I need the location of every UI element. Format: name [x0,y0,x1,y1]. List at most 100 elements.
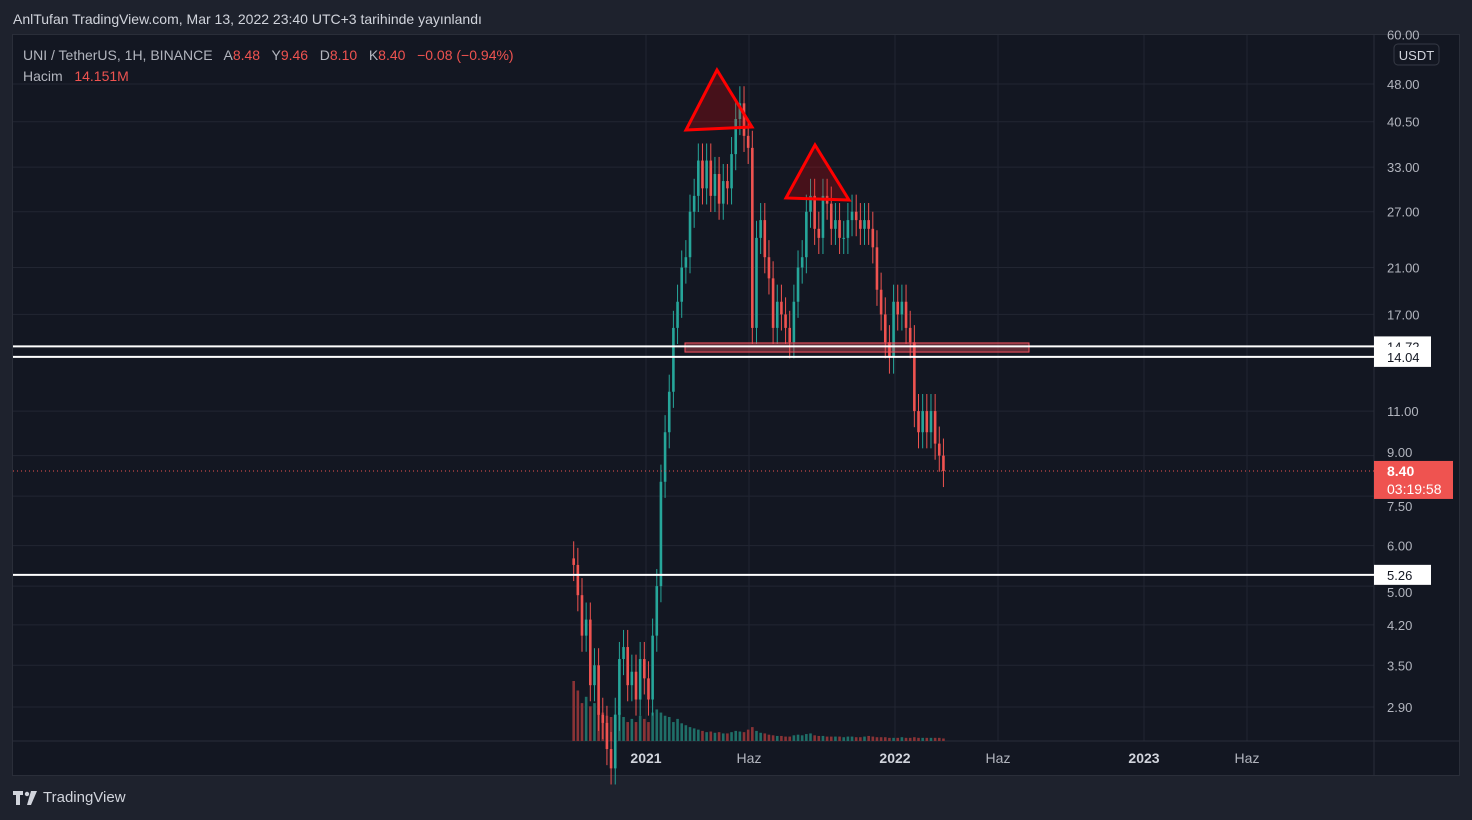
volume-bar [825,736,829,741]
low-value: 8.10 [329,47,358,63]
volume-bar [576,690,580,741]
candle-body [572,558,575,565]
volume-bar [850,736,854,741]
candle-body [597,665,600,715]
candle-body [921,411,924,433]
price-tick: 2.90 [1387,700,1412,715]
candle-body [580,595,584,636]
second-top-triangle-drawing[interactable] [783,142,852,202]
candle-body [780,301,783,315]
volume-bar [634,722,638,741]
volume-bar [900,737,904,741]
volume-bar [829,736,833,741]
volume-bar [705,732,708,741]
tradingview-logo-icon [13,790,37,805]
candle-body [809,195,812,212]
currency-badge[interactable]: USDT [1393,43,1440,66]
candle-body [667,391,671,433]
volume-bar [892,737,895,741]
candle-body [692,195,696,212]
candle-body [913,342,916,412]
volume-bar [651,712,654,741]
candle-body [942,455,945,471]
time-tick: Haz [1235,750,1260,766]
volume-bar [647,722,650,741]
candle-body [904,301,908,328]
candle-body [892,301,895,358]
time-tick: 2022 [879,750,910,766]
volume-bar [817,735,821,741]
volume-bar [805,734,808,741]
volume-bar [888,737,891,741]
volume-bar [867,735,870,741]
volume-bar [580,703,584,741]
candle-body [717,174,721,204]
symbol-name[interactable]: UNI / TetherUS, 1H, BINANCE [23,47,213,63]
volume-bar [626,722,629,741]
volume-bar [883,737,887,741]
volume-bar [846,736,850,741]
volume-bar [788,736,792,741]
volume-bar [730,732,733,741]
candle-body [759,220,762,238]
candle-body [796,267,800,302]
price-tick: 5.00 [1387,585,1412,600]
candle-body [626,647,629,686]
candle-body [643,659,646,679]
volume-bar [796,734,800,741]
volume-bar [771,735,775,741]
volume-bar [842,737,846,741]
high-value: 9.46 [280,47,309,63]
volume-bar [742,732,746,741]
volume-bar [692,728,696,741]
time-tick: Haz [986,750,1011,766]
chart-frame[interactable] [12,34,1460,776]
candle-body [609,749,613,769]
price-tick: 33.00 [1387,160,1420,175]
symbol-legend: UNI / TetherUS, 1H, BINANCE A8.48 Y9.46 … [23,45,514,87]
candle-body [676,301,679,328]
top-triangle-drawing[interactable] [683,66,755,132]
candle-body [651,635,654,700]
volume-bar [738,731,742,741]
candle-body [697,160,700,196]
price-tick: 48.00 [1387,77,1420,92]
volume-bar [800,735,804,741]
volume-bar [667,717,671,741]
volume-bar [622,717,625,741]
candle-body [834,220,837,229]
candle-body [842,237,846,239]
candle-body [929,411,933,433]
volume-bar [809,733,812,741]
low-label: D [319,47,330,63]
volume-bar [937,737,941,741]
support-zone[interactable] [684,342,1030,353]
volume-bar [697,729,700,741]
volume-value: 14.151M [74,68,129,84]
volume-bar [655,709,659,741]
volume-bar [688,727,692,741]
volume-bar [834,736,837,741]
price-tick: 3.50 [1387,658,1412,673]
published-caption: AnlTufan TradingView.com, Mar 13, 2022 2… [13,11,482,27]
candle-body [593,665,596,686]
candle-body [680,267,684,302]
candle-body [867,220,870,229]
volume-bar [680,723,684,741]
price-tick: 21.00 [1387,261,1420,276]
volume-bar [838,736,841,741]
volume-bar [780,735,783,741]
level-price-label-box [1374,346,1431,367]
currency-badge-box [1393,43,1440,66]
tradingview-logo[interactable]: TradingView [13,789,126,806]
volume-bar [713,732,717,741]
candle-body [672,327,675,392]
candle-body [721,181,725,204]
close-label: K [368,47,379,63]
volume-bar [784,736,787,741]
candle-body [888,342,891,358]
level-price-label: 5.26 [1387,568,1412,583]
candle-body [734,118,738,155]
price-tick: 60.00 [1387,27,1420,42]
